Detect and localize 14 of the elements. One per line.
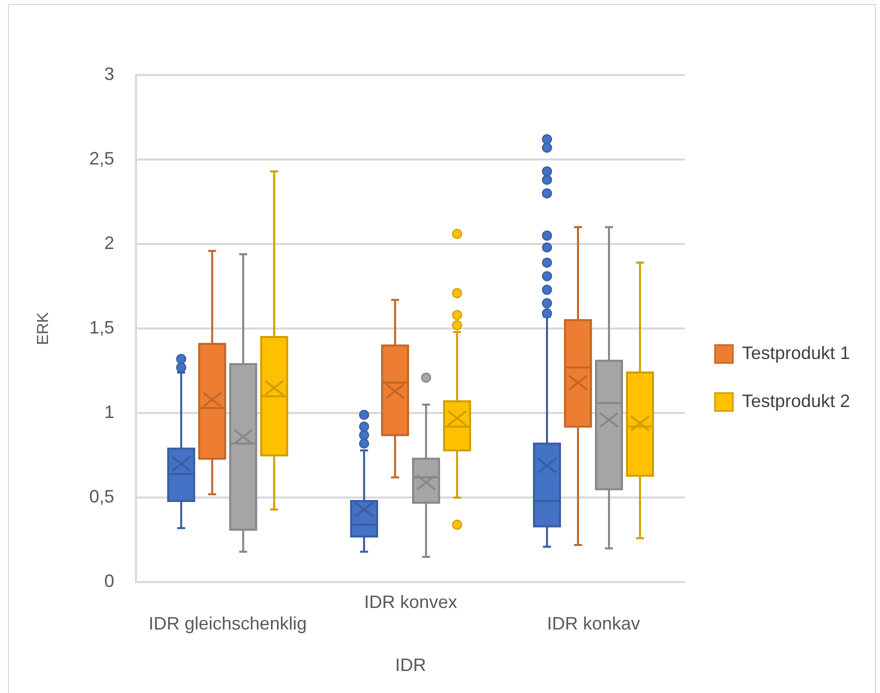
- y-tick-label: 2: [104, 233, 114, 254]
- y-tick-label: 0,5: [89, 486, 114, 507]
- y-tick-label: 0: [104, 571, 114, 592]
- x-axis-title: IDR: [395, 655, 426, 676]
- x-tick-label: IDR konvex: [364, 592, 458, 612]
- y-tick-label: 1: [104, 402, 114, 422]
- y-tick-label: 3: [104, 64, 114, 84]
- y-tick-label: 1,5: [89, 318, 114, 338]
- y-axis-title: ERK: [35, 312, 52, 346]
- legend-label: Testprodukt 1: [742, 342, 850, 363]
- x-tick-label: IDR konkav: [546, 614, 640, 634]
- legend-label: Testprodukt 2: [742, 390, 850, 411]
- y-tick-label: 2,5: [89, 148, 114, 168]
- x-tick-label: IDR gleichschenklig: [148, 614, 307, 634]
